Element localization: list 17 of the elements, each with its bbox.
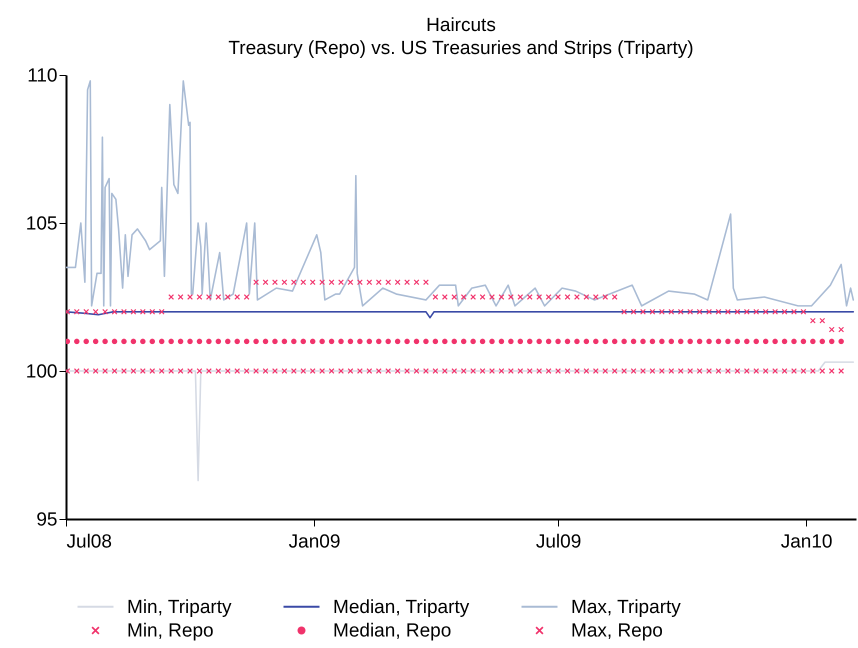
legend-label: Max, Triparty [571, 596, 682, 618]
y-tick-label: 110 [27, 66, 58, 86]
legend-label: Min, Repo [127, 620, 214, 642]
x-tick-label: Jan10 [780, 532, 833, 552]
legend-label: Min, Triparty [127, 596, 232, 618]
chart-subtitle: Treasury (Repo) vs. US Treasuries and Strips (Triparty) [228, 38, 694, 59]
legend-label: Median, Repo [333, 620, 452, 642]
x-tick-label: Jul08 [66, 532, 112, 552]
y-tick-label: 100 [26, 362, 58, 382]
legend-label: Max, Repo [571, 620, 663, 642]
chart-title: Haircuts [426, 15, 496, 36]
x-tick-label: Jul09 [536, 532, 582, 552]
y-tick-label: 105 [26, 214, 58, 234]
legend-label: Median, Triparty [333, 596, 470, 618]
x-tick-label: Jan09 [288, 532, 340, 552]
y-tick-label: 95 [36, 510, 58, 530]
line-series [66, 80, 854, 307]
